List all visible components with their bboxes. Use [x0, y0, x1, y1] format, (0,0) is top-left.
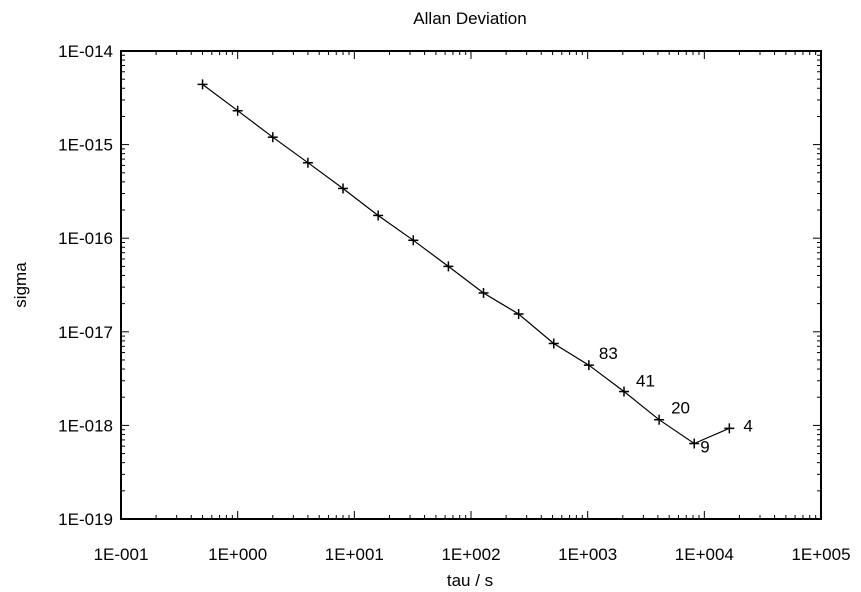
x-tick-label: 1E+002: [441, 545, 500, 564]
x-tick-label: 1E+003: [558, 545, 617, 564]
data-point-marker: [197, 79, 208, 90]
data-point-marker: [478, 287, 489, 298]
y-tick-label: 1E-015: [58, 136, 113, 155]
data-point-marker: [513, 308, 524, 319]
data-point-marker: [232, 105, 243, 116]
data-point-label: 41: [636, 372, 655, 391]
data-point-label: 4: [743, 416, 752, 435]
data-series-line: [202, 83, 730, 445]
data-point-marker: [443, 261, 454, 272]
x-tick-label: 1E-001: [94, 545, 149, 564]
data-point-marker: [302, 157, 313, 168]
y-tick-label: 1E-018: [58, 416, 113, 435]
chart-title: Allan Deviation: [413, 9, 526, 28]
y-axis-label: sigma: [11, 262, 30, 308]
x-axis-label: tau / s: [447, 571, 493, 590]
data-point-marker: [724, 423, 735, 434]
data-point-marker: [408, 235, 419, 246]
y-tick-label: 1E-017: [58, 323, 113, 342]
y-tick-label: 1E-016: [58, 229, 113, 248]
data-point-marker: [338, 183, 349, 194]
x-tick-label: 1E+004: [675, 545, 734, 564]
x-tick-label: 1E+001: [325, 545, 384, 564]
data-point-marker: [548, 338, 559, 349]
plot-frame: [120, 50, 822, 520]
data-point-label: 9: [700, 438, 709, 457]
x-tick-label: 1E+005: [791, 545, 850, 564]
data-point-marker: [267, 132, 278, 143]
data-point-label: 20: [671, 399, 690, 418]
data-point-marker: [583, 360, 594, 371]
data-point-marker: [689, 438, 700, 449]
data-point-label: 83: [599, 344, 618, 363]
data-point-marker: [373, 210, 384, 221]
y-tick-label: 1E-019: [58, 510, 113, 529]
x-tick-label: 1E+000: [208, 545, 267, 564]
data-point-marker: [654, 414, 665, 425]
plot-area: 1E-001 1E+000 1E+001 1E+002 1E+003 1E+004 1E+0…: [58, 42, 850, 564]
data-point-marker: [618, 386, 629, 397]
y-tick-label: 1E-014: [58, 42, 113, 61]
